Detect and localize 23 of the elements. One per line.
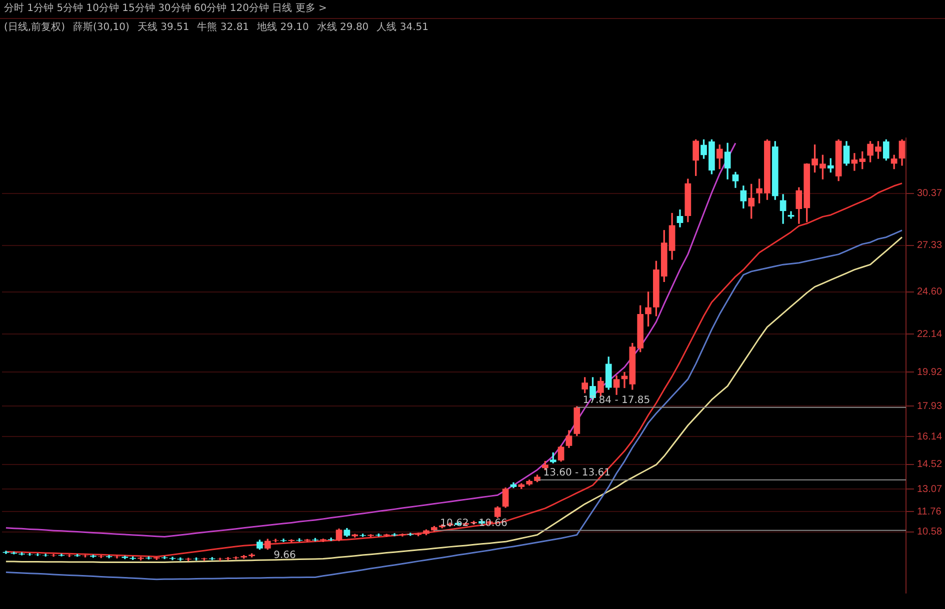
y-tick-label: 19.92	[916, 366, 942, 378]
y-tick-label: 22.14	[916, 328, 942, 340]
y-tick-label: 14.52	[916, 459, 942, 470]
y-tick-label: 24.60	[916, 286, 942, 298]
candlestick	[106, 555, 112, 558]
y-tick-label: 13.07	[916, 484, 942, 495]
y-tick-label: 16.14	[916, 431, 942, 442]
y-tick-label: 10.58	[916, 526, 942, 538]
text: 地线 29.10	[257, 22, 309, 33]
candlestick	[114, 555, 120, 558]
y-tick-label: 27.33	[916, 240, 942, 251]
annotation: 9.66	[274, 550, 296, 562]
text: 人线 34.51	[376, 22, 428, 33]
candlestick	[272, 538, 279, 542]
y-tick-label: 17.93	[916, 400, 942, 412]
text: 薛斯(30,10)	[72, 22, 130, 33]
y-tick-label: 30.37	[916, 188, 942, 199]
text: (日线,前复权)	[4, 22, 65, 33]
text: 天线 39.51	[137, 22, 190, 33]
text: 牛熊 32.81	[197, 22, 250, 33]
y-tick-label: 11.76	[916, 506, 942, 518]
text: 分时 1分钟 5分钟 10分钟 15分钟 30分钟 60分钟 120分钟 日线 更多 >	[4, 3, 327, 14]
text: 水线 29.80	[316, 22, 369, 33]
